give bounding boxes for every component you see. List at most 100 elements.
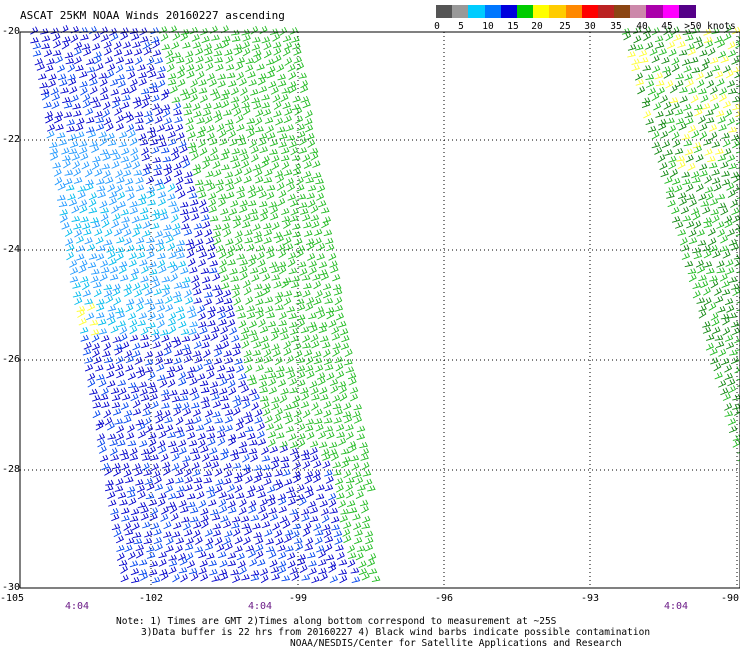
wind-barb: [124, 529, 134, 536]
wind-barb: [293, 409, 302, 418]
wind-barb: [661, 56, 670, 65]
wind-barb: [294, 416, 303, 425]
wind-barb: [103, 47, 112, 56]
wind-barb: [315, 364, 324, 373]
wind-barb: [160, 91, 169, 101]
wind-barb: [728, 238, 738, 246]
wind-barb: [729, 349, 738, 356]
wind-barb: [218, 318, 227, 326]
wind-barb: [188, 567, 198, 575]
wind-barb: [297, 433, 306, 440]
wind-barb: [184, 543, 194, 551]
wind-barb: [238, 148, 248, 156]
wind-barb: [140, 572, 148, 581]
wind-barb: [206, 364, 215, 372]
wind-barb: [30, 26, 39, 35]
wind-barb: [281, 575, 291, 582]
wind-barb: [191, 392, 200, 401]
wind-barb: [277, 80, 287, 87]
wind-barb: [247, 200, 257, 207]
wind-barb: [205, 537, 214, 546]
wind-barb: [332, 283, 342, 291]
wind-barb: [719, 93, 727, 102]
wind-barb: [95, 422, 104, 431]
wind-barb: [134, 468, 143, 477]
wind-barb: [188, 328, 197, 336]
wind-barb: [108, 258, 117, 266]
wind-barb: [93, 281, 102, 289]
wind-barb: [732, 439, 740, 448]
wind-barb: [106, 312, 115, 321]
legend-swatch: [516, 5, 534, 18]
wind-barb: [331, 452, 339, 462]
wind-barb: [361, 505, 369, 514]
wind-barb: [691, 67, 701, 74]
wind-barb: [717, 50, 727, 59]
wind-barb: [215, 184, 224, 194]
wind-barb: [647, 125, 657, 133]
wind-barb: [212, 92, 221, 101]
wind-barb: [184, 289, 192, 298]
wind-barb: [334, 408, 343, 416]
wind-barb: [687, 47, 696, 56]
wind-barb: [734, 335, 740, 344]
wind-barb: [120, 222, 129, 231]
wind-barb: [300, 95, 310, 103]
wind-barb: [695, 41, 704, 50]
wind-barb: [220, 572, 229, 581]
wind-barb: [298, 147, 308, 154]
wind-barb: [333, 530, 343, 538]
wind-barb: [227, 259, 236, 266]
wind-barb: [173, 109, 182, 116]
wind-barb: [106, 245, 115, 253]
wind-barb: [322, 523, 331, 531]
wind-barb: [119, 325, 128, 335]
wind-barb: [300, 449, 310, 456]
wind-barb: [727, 41, 736, 50]
wind-barb: [314, 529, 324, 536]
legend-swatch: [484, 5, 502, 18]
wind-barb: [263, 176, 273, 184]
wind-barb: [187, 131, 196, 139]
legend-label: 15: [507, 21, 519, 32]
wind-barb: [106, 132, 115, 140]
wind-barb: [302, 100, 311, 109]
wind-barb: [142, 409, 151, 417]
wind-barb: [114, 485, 124, 492]
wind-barb: [179, 88, 189, 96]
wind-barb: [313, 350, 322, 358]
wind-barb: [692, 247, 701, 254]
wind-barb: [206, 124, 215, 133]
legend-swatch: [452, 5, 469, 18]
wind-barb: [170, 273, 178, 282]
wind-barb: [356, 425, 366, 433]
wind-barb: [249, 208, 258, 215]
wind-barb: [198, 199, 207, 208]
wind-barb: [209, 138, 218, 146]
wind-barb: [267, 438, 276, 447]
wind-barb: [185, 238, 195, 246]
wind-barb: [251, 274, 260, 282]
wind-barb: [203, 349, 211, 358]
wind-barb: [260, 213, 269, 222]
wind-barb: [230, 96, 240, 103]
wind-barb: [167, 183, 176, 192]
wind-barb: [232, 462, 242, 469]
wind-barb: [192, 163, 202, 171]
wind-barb: [350, 455, 360, 462]
wind-barb: [726, 80, 736, 88]
wind-barb: [71, 153, 80, 161]
wind-barb: [252, 163, 261, 171]
wind-barb: [322, 283, 332, 291]
wind-barb: [317, 310, 326, 320]
wind-barb: [340, 448, 350, 455]
wind-barb: [248, 320, 257, 329]
wind-barb: [254, 116, 263, 126]
wind-barb: [161, 394, 170, 402]
wind-barb: [220, 274, 230, 282]
wind-barb: [146, 545, 155, 553]
wind-barb: [172, 290, 182, 298]
wind-barb: [88, 253, 98, 260]
wind-barb: [691, 130, 700, 139]
wind-barb: [259, 567, 269, 576]
